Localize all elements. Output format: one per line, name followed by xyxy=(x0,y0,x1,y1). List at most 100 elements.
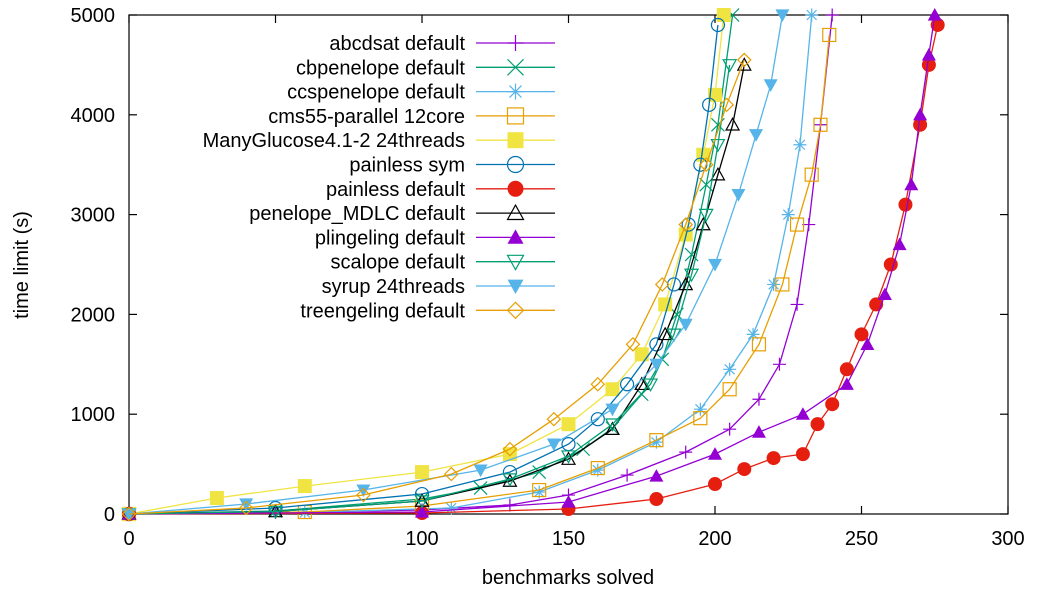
y-axis-title: time limit (s) xyxy=(11,211,33,319)
data-point xyxy=(766,451,781,466)
data-point xyxy=(625,336,641,352)
data-point xyxy=(619,377,635,392)
data-point xyxy=(710,166,726,181)
data-point xyxy=(708,258,722,272)
data-point xyxy=(763,79,778,92)
legend-entry: abcdsat default xyxy=(329,33,555,55)
data-point xyxy=(649,469,664,482)
data-point xyxy=(268,500,283,516)
data-point xyxy=(804,167,819,182)
data-point xyxy=(507,83,524,100)
legend-entry: ManyGlucose4.1-2 24threads xyxy=(203,130,555,152)
data-point xyxy=(802,218,816,232)
data-point xyxy=(913,107,928,121)
data-point xyxy=(634,376,650,391)
data-point xyxy=(678,318,693,332)
data-point xyxy=(822,27,837,43)
data-point xyxy=(657,326,673,341)
x-tick-label: 250 xyxy=(845,528,878,550)
data-point xyxy=(790,297,804,311)
data-point xyxy=(209,491,224,506)
data-point xyxy=(507,180,524,197)
data-point xyxy=(921,47,936,61)
data-point xyxy=(723,422,737,436)
data-point xyxy=(736,52,752,68)
data-point xyxy=(297,479,312,494)
data-point xyxy=(443,466,459,482)
data-point xyxy=(634,347,649,362)
data-point xyxy=(507,132,524,149)
data-point xyxy=(561,495,576,508)
data-point xyxy=(546,411,562,427)
data-point xyxy=(620,468,634,482)
plot-frame xyxy=(128,14,1009,515)
data-point xyxy=(415,465,429,480)
data-point xyxy=(507,35,524,51)
data-point xyxy=(532,482,547,498)
data-point xyxy=(507,229,524,244)
data-point xyxy=(793,138,807,152)
legend-entry: syrup 24threads xyxy=(322,276,555,298)
series-line xyxy=(128,34,830,515)
data-point xyxy=(751,425,766,438)
data-point xyxy=(781,208,795,222)
data-point xyxy=(503,498,517,512)
data-point xyxy=(892,237,907,251)
legend-label: cbpenelope default xyxy=(296,57,465,79)
x-axis-title: benchmarks solved xyxy=(482,567,654,589)
legend-label: scalope default xyxy=(330,252,465,274)
data-point xyxy=(904,177,919,191)
series-line xyxy=(128,64,731,515)
legend-label: ccspenelope default xyxy=(287,82,465,104)
data-point xyxy=(356,487,371,503)
data-point xyxy=(605,403,620,417)
legend-label: ManyGlucose4.1-2 24threads xyxy=(203,130,465,152)
x-tick-label: 300 xyxy=(991,528,1024,550)
data-point xyxy=(560,451,577,465)
data-point xyxy=(649,435,663,449)
data-point xyxy=(649,337,664,352)
data-point xyxy=(825,8,839,22)
series-line xyxy=(128,14,833,515)
legend-label: treengeling default xyxy=(300,300,465,322)
data-point xyxy=(860,337,875,350)
data-point xyxy=(649,433,664,448)
data-point xyxy=(810,417,825,432)
series-line xyxy=(128,14,936,515)
data-point xyxy=(506,254,525,271)
y-tick-label: 4000 xyxy=(71,105,116,127)
data-point xyxy=(775,277,790,292)
data-point xyxy=(921,57,936,72)
series-treengeling-default xyxy=(121,52,752,522)
data-point xyxy=(507,58,524,76)
x-tick-label: 0 xyxy=(123,528,134,550)
y-tick-label: 2000 xyxy=(71,304,116,326)
legend-label: painless default xyxy=(326,179,465,201)
data-point xyxy=(590,460,605,476)
series-line xyxy=(128,24,939,515)
series-layer xyxy=(121,8,945,522)
data-point xyxy=(678,217,694,232)
data-point xyxy=(751,337,767,352)
data-point xyxy=(532,485,546,499)
data-point xyxy=(506,203,525,221)
legend-entry: plingeling default xyxy=(315,227,555,249)
data-point xyxy=(560,450,577,464)
data-point xyxy=(681,217,696,232)
data-point xyxy=(795,407,810,420)
legend-entry: painless sym xyxy=(349,155,555,177)
data-point xyxy=(731,189,746,202)
data-point xyxy=(654,277,670,292)
data-point xyxy=(719,97,735,113)
data-point xyxy=(693,411,708,426)
legend-entry: treengeling default xyxy=(300,300,555,322)
legend-entry: cbpenelope default xyxy=(296,57,555,79)
data-point xyxy=(711,117,725,132)
data-point xyxy=(775,9,790,22)
series-line xyxy=(128,59,745,515)
data-point xyxy=(725,117,741,131)
data-point xyxy=(913,117,928,132)
data-point xyxy=(813,117,828,132)
